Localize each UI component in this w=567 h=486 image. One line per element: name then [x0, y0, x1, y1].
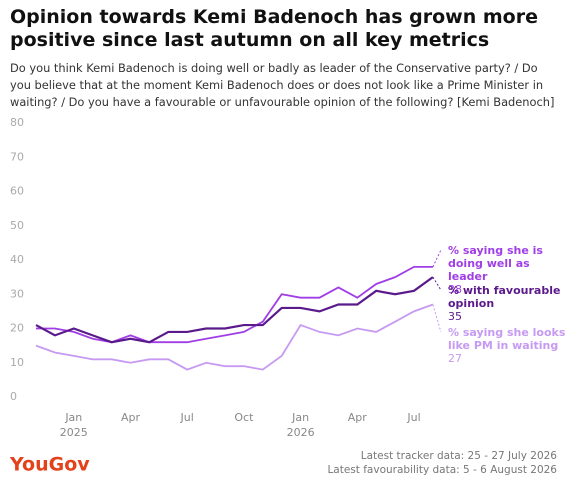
x-tick-label: Jul: [180, 411, 194, 424]
x-year-label: 2026: [287, 426, 315, 439]
value-label: 35: [448, 310, 462, 323]
legend-label: % with favourable opinion: [448, 284, 561, 310]
leader-line: [432, 304, 442, 333]
y-tick-label: 50: [10, 219, 24, 232]
y-tick-label: 0: [10, 390, 17, 403]
series-line: [35, 303, 434, 371]
y-tick-label: 20: [10, 322, 24, 335]
legend-label: % saying she looks like PM in waiting: [448, 326, 566, 352]
y-tick-label: 60: [10, 185, 24, 198]
x-tick-label: Jan: [64, 411, 82, 424]
value-label: 38: [448, 283, 462, 296]
y-tick-label: 70: [10, 150, 24, 163]
footnote: Latest favourability data: 5 - 6 August …: [327, 464, 557, 476]
leader-line: [432, 249, 442, 268]
logo: YouGov: [9, 454, 90, 476]
value-label: 27: [448, 352, 462, 365]
x-tick-label: Apr: [121, 411, 141, 424]
x-year-label: 2025: [60, 426, 88, 439]
x-tick-label: Jan: [291, 411, 309, 424]
x-tick-label: Oct: [234, 411, 254, 424]
x-tick-label: Apr: [348, 411, 368, 424]
x-tick-label: Jul: [406, 411, 420, 424]
y-tick-label: 30: [10, 287, 24, 300]
y-tick-label: 80: [10, 116, 24, 129]
y-tick-label: 40: [10, 253, 24, 266]
series-line: [36, 265, 433, 344]
leader-line: [432, 276, 442, 291]
chart-subtitle: Do you think Kemi Badenoch is doing well…: [10, 61, 555, 109]
series-line: [35, 276, 434, 344]
chart-title: Opinion towards Kemi Badenoch has grown …: [10, 6, 538, 51]
footnote: Latest tracker data: 25 - 27 July 2026: [361, 450, 558, 462]
y-tick-label: 10: [10, 356, 24, 369]
legend-label: % saying she is doing well as leader: [448, 244, 543, 283]
